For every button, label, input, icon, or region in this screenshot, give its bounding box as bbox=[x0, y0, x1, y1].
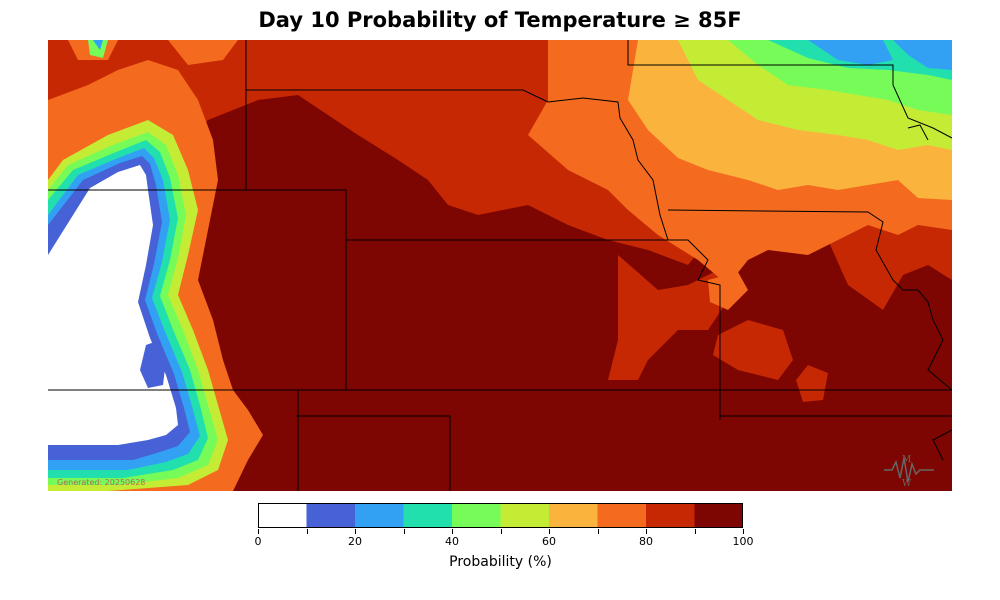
colorbar-tick-mark bbox=[355, 529, 356, 534]
colorbar-tick-mark bbox=[452, 529, 453, 534]
colorbar-bin-40-50 bbox=[452, 503, 501, 528]
colorbar-tick-label: 100 bbox=[732, 535, 754, 548]
colorbar-bin-60-70 bbox=[549, 503, 598, 528]
colorbar-bin-10-20 bbox=[306, 503, 356, 528]
colorbar-bin-20-30 bbox=[355, 503, 404, 528]
colorbar-bin-0-10 bbox=[258, 503, 307, 528]
svg-text:M: M bbox=[902, 455, 911, 465]
colorbar-tick-mark bbox=[646, 529, 647, 534]
wave-logo-icon: M W bbox=[884, 452, 934, 489]
colorbar-tick-label: 60 bbox=[542, 535, 556, 548]
probability-map bbox=[48, 40, 952, 491]
svg-text:W: W bbox=[902, 479, 912, 488]
map-title: Day 10 Probability of Temperature ≥ 85F bbox=[258, 8, 742, 32]
colorbar-tick-mark bbox=[258, 529, 259, 534]
colorbar-tick-label: 20 bbox=[348, 535, 362, 548]
colorbar-tick-mark bbox=[597, 529, 599, 534]
colorbar-bin-30-40 bbox=[403, 503, 453, 528]
colorbar-bin-90-100 bbox=[694, 503, 744, 528]
colorbar-tick-label: 40 bbox=[445, 535, 459, 548]
state-borders bbox=[48, 40, 952, 491]
colorbar-label: Probability (%) bbox=[449, 554, 552, 570]
colorbar-tick-mark bbox=[694, 529, 696, 534]
colorbar-bin-80-90 bbox=[646, 503, 695, 528]
colorbar-bin-70-80 bbox=[597, 503, 647, 528]
colorbar-tick-mark bbox=[549, 529, 550, 534]
colorbar-tick-mark bbox=[500, 529, 502, 534]
generated-stamp: Generated: 20250628 bbox=[57, 478, 146, 487]
colorbar-tick-mark bbox=[306, 529, 308, 534]
colorbar-bin-50-60 bbox=[500, 503, 550, 528]
colorbar-tick-mark bbox=[403, 529, 405, 534]
colorbar-tick-label: 80 bbox=[639, 535, 653, 548]
colorbar-ticks: 0 20 40 60 80 100 bbox=[255, 529, 754, 559]
colorbar-tick-mark bbox=[743, 529, 744, 534]
prob-zone-20-30 bbox=[808, 40, 893, 65]
colorbar-tick-label: 0 bbox=[254, 535, 262, 548]
colorbar bbox=[258, 503, 744, 528]
prob-zone-80-90-south bbox=[608, 255, 728, 380]
